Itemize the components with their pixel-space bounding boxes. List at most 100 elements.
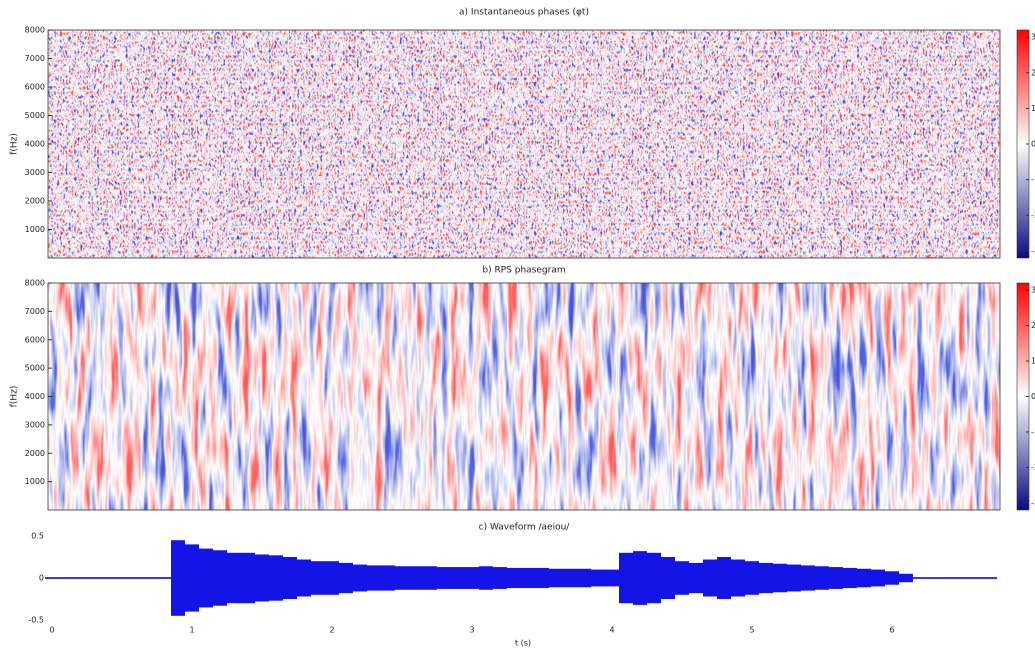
x-tick-label: 3 — [469, 626, 474, 635]
x-axis-label: t (s) — [515, 639, 531, 648]
waveform-segment — [157, 577, 171, 579]
waveform-segment — [633, 551, 647, 605]
waveform-segment — [73, 577, 87, 579]
waveform-segment — [857, 568, 871, 588]
colorbar-tick-label: 3 — [1031, 286, 1035, 295]
colorbar-tick-label: 2 — [1031, 321, 1035, 330]
panel-title: b) RPS phasegram — [482, 266, 565, 276]
waveform-segment — [549, 568, 563, 588]
waveform-segment — [479, 566, 493, 590]
y-tick-label: 2000 — [25, 197, 45, 206]
waveform-segment — [521, 567, 535, 589]
y-tick-label: 6000 — [25, 83, 45, 92]
waveform-segment — [843, 567, 857, 589]
x-tick-label: 5 — [749, 626, 754, 635]
y-tick-label: 6000 — [25, 335, 45, 344]
waveform-segment — [311, 561, 325, 595]
waveform-segment — [199, 548, 213, 608]
colorbar-tick-label: -1 — [1031, 175, 1035, 184]
waveform-segment — [437, 567, 451, 589]
waveform-segment — [45, 577, 59, 579]
y-tick-label: 0 — [39, 574, 44, 583]
waveform-segment — [591, 569, 605, 587]
y-tick-label: 1000 — [25, 225, 45, 234]
waveform-segment — [689, 562, 703, 594]
y-tick-label: 3000 — [25, 168, 45, 177]
waveform-segment — [115, 577, 129, 579]
waveform-segment — [731, 559, 745, 597]
y-tick-label: 1000 — [25, 477, 45, 486]
waveform-segment — [535, 567, 549, 589]
y-tick-label: -0.5 — [28, 616, 44, 625]
waveform-segment — [297, 559, 311, 597]
y-tick-label: 5000 — [25, 111, 45, 120]
y-tick-label: 5000 — [25, 364, 45, 373]
waveform-segment — [941, 577, 955, 579]
waveform-segment — [563, 568, 577, 588]
x-tick-label: 6 — [889, 626, 894, 635]
waveform-segment — [913, 577, 927, 579]
waveform-segment — [185, 544, 199, 612]
waveform-segment — [213, 550, 227, 606]
colorbar-tick-label: 0 — [1031, 392, 1035, 401]
y-tick-label: 4000 — [25, 392, 45, 401]
waveform-segment — [367, 565, 381, 591]
waveform-segment — [227, 552, 241, 604]
y-axis-label: f(Hz) — [10, 386, 20, 408]
y-tick-label: 7000 — [25, 54, 45, 63]
waveform-segment — [675, 561, 689, 595]
waveform-segment — [241, 552, 255, 604]
waveform-segment — [171, 540, 185, 616]
x-tick-label: 1 — [189, 626, 194, 635]
waveform-segment — [885, 571, 899, 585]
waveform-segment — [129, 577, 143, 579]
waveform-segment — [101, 577, 115, 579]
y-tick-label: 2000 — [25, 449, 45, 458]
x-tick-label: 2 — [329, 626, 334, 635]
colorbar-tick-label: -2 — [1031, 211, 1035, 220]
phasegram-image — [48, 283, 1000, 510]
waveform-segment — [339, 562, 353, 594]
colorbar-tick-label: 2 — [1031, 68, 1035, 77]
waveform-segment — [59, 577, 73, 579]
waveform-segment — [927, 577, 941, 579]
y-tick-label: 8000 — [25, 26, 45, 35]
colorbar-tick-label: -1 — [1031, 427, 1035, 436]
colorbar-tick-label: -2 — [1031, 463, 1035, 472]
waveform-segment — [647, 552, 661, 604]
waveform-segment — [143, 577, 157, 579]
waveform-segment — [773, 563, 787, 593]
phasegram-image — [48, 30, 1000, 258]
y-tick-label: 3000 — [25, 420, 45, 429]
waveform-segment — [409, 566, 423, 590]
waveform-segment — [87, 577, 101, 579]
waveform-segment — [983, 577, 997, 579]
waveform-segment — [605, 569, 619, 587]
waveform-segment — [969, 577, 983, 579]
waveform-segment — [619, 552, 633, 604]
waveform-segment — [423, 566, 437, 590]
waveform-segment — [955, 577, 969, 579]
y-tick-label: 8000 — [25, 279, 45, 288]
waveform-segment — [395, 566, 409, 590]
waveform-segment — [507, 567, 521, 589]
waveform-segment — [717, 557, 731, 599]
waveform-segment — [255, 554, 269, 602]
waveform-segment — [745, 561, 759, 595]
waveform-segment — [283, 557, 297, 599]
panel-title: a) Instantaneous phases (φt) — [459, 8, 589, 18]
colorbar-tick-label: -3 — [1031, 498, 1035, 507]
y-tick-label: 7000 — [25, 307, 45, 316]
waveform-segment — [703, 559, 717, 597]
waveform-segment — [451, 567, 465, 589]
waveform-segment — [871, 569, 885, 587]
colorbar-tick-label: 3 — [1031, 33, 1035, 42]
waveform-segment — [325, 561, 339, 595]
colorbar-tick-label: 1 — [1031, 357, 1035, 366]
colorbar-tick-label: -3 — [1031, 246, 1035, 255]
colorbar-tick-label: 0 — [1031, 140, 1035, 149]
y-tick-label: 0.5 — [31, 532, 44, 541]
y-axis-label: f(Hz) — [10, 133, 20, 155]
waveform-segment — [269, 555, 283, 601]
